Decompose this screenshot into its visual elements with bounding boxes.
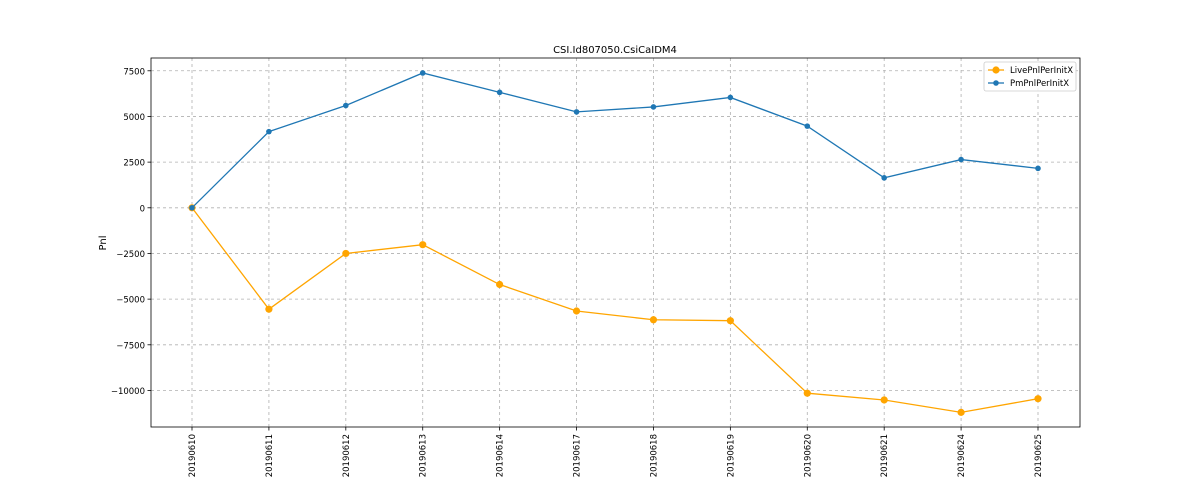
data-point-pmpnlperinitx bbox=[881, 175, 887, 181]
y-tick-label: 0 bbox=[140, 204, 145, 214]
data-point-livepnlperinitx bbox=[496, 280, 504, 289]
data-point-livepnlperinitx bbox=[880, 396, 888, 404]
x-tick-label: 20190625 bbox=[1034, 434, 1044, 477]
data-point-pmpnlperinitx bbox=[958, 156, 964, 163]
x-tick-label: 20190614 bbox=[496, 434, 506, 477]
legend-marker-pmpnlperinitx bbox=[993, 80, 999, 86]
x-tick-label: 20190619 bbox=[726, 434, 736, 477]
data-point-pmpnlperinitx bbox=[189, 204, 195, 211]
legend-label-pmpnlperinitx: PmPnlPerInitX bbox=[1010, 79, 1069, 89]
plot-frame bbox=[150, 57, 1081, 428]
y-axis-label: Pnl bbox=[98, 236, 109, 251]
data-point-pmpnlperinitx bbox=[727, 94, 734, 101]
data-point-livepnlperinitx bbox=[419, 241, 427, 249]
series-line-livepnlperinitx bbox=[191, 207, 1039, 414]
y-tick-label: −7500 bbox=[116, 341, 145, 351]
y-tick-label: −5000 bbox=[116, 296, 145, 306]
x-tick-label: 20190624 bbox=[957, 434, 967, 477]
gridlines bbox=[151, 58, 1080, 427]
x-tick-label: 20190620 bbox=[803, 434, 813, 477]
data-point-pmpnlperinitx bbox=[343, 102, 349, 109]
x-tick-label: 20190613 bbox=[419, 434, 429, 477]
data-point-pmpnlperinitx bbox=[650, 104, 657, 110]
data-point-pmpnlperinitx bbox=[573, 109, 580, 115]
data-point-pmpnlperinitx bbox=[419, 70, 426, 76]
data-point-livepnlperinitx bbox=[342, 249, 350, 258]
x-tick-label: 20190610 bbox=[188, 434, 198, 477]
data-point-livepnlperinitx bbox=[265, 305, 273, 313]
chart-title: CSI.Id807050.CsiCaIDM4 bbox=[553, 45, 677, 56]
legend-box bbox=[983, 61, 1077, 92]
data-point-pmpnlperinitx bbox=[1035, 165, 1041, 172]
data-point-livepnlperinitx bbox=[1034, 395, 1042, 403]
series-line-pmpnlperinitx bbox=[191, 72, 1039, 209]
x-tick-label: 20190617 bbox=[573, 434, 583, 477]
x-tick-label: 20190612 bbox=[342, 434, 352, 477]
data-point-pmpnlperinitx bbox=[496, 89, 503, 96]
data-point-pmpnlperinitx bbox=[266, 128, 272, 135]
legend-marker-livepnlperinitx bbox=[992, 66, 1000, 74]
y-tick-label: −10000 bbox=[111, 387, 145, 397]
x-tick-label: 20190611 bbox=[265, 434, 275, 477]
x-tick-label: 20190621 bbox=[880, 434, 890, 477]
series-lines bbox=[188, 70, 1042, 416]
x-tick-label: 20190618 bbox=[649, 434, 659, 477]
data-point-pmpnlperinitx bbox=[804, 123, 811, 129]
y-tick-label: −2500 bbox=[116, 250, 145, 260]
axes: 7500 5000 2500 0 −2500 −5000 −7500 −10000 201906… bbox=[111, 57, 1081, 477]
y-tick-label: 2500 bbox=[123, 159, 145, 169]
legend: LivePnlPerInitX PmPnlPerInitX bbox=[983, 61, 1077, 92]
y-tick-label: 7500 bbox=[123, 67, 145, 77]
data-point-livepnlperinitx bbox=[572, 307, 581, 315]
data-point-livepnlperinitx bbox=[957, 408, 965, 416]
y-tick-label: 5000 bbox=[123, 113, 145, 123]
data-point-livepnlperinitx bbox=[649, 316, 658, 324]
data-point-livepnlperinitx bbox=[803, 389, 811, 397]
legend-label-livepnlperinitx: LivePnlPerInitX bbox=[1010, 66, 1073, 76]
data-point-livepnlperinitx bbox=[726, 317, 734, 325]
